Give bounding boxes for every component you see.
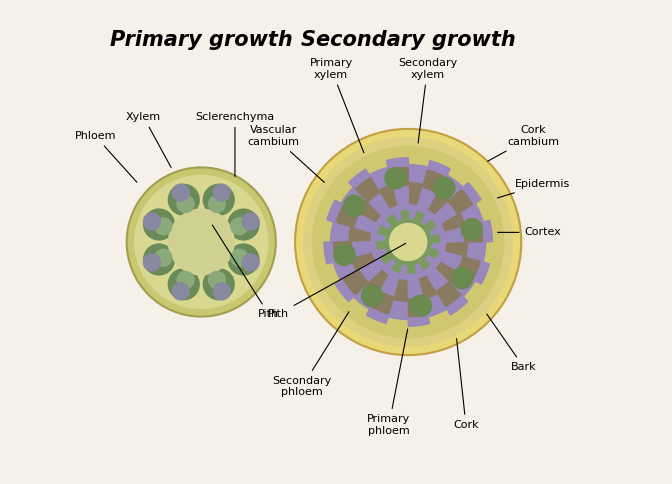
Circle shape <box>155 249 172 266</box>
Circle shape <box>213 283 230 300</box>
Circle shape <box>303 137 513 347</box>
Circle shape <box>411 295 431 317</box>
Circle shape <box>461 219 482 240</box>
Text: Cork
cambium: Cork cambium <box>488 125 559 161</box>
Circle shape <box>230 218 248 235</box>
Circle shape <box>208 196 225 212</box>
Circle shape <box>208 272 225 288</box>
Circle shape <box>155 218 172 235</box>
Circle shape <box>172 184 190 201</box>
Polygon shape <box>353 187 464 297</box>
Text: Phloem: Phloem <box>75 131 137 182</box>
Circle shape <box>172 283 190 300</box>
Circle shape <box>242 213 259 230</box>
Polygon shape <box>324 158 493 326</box>
Text: Secondary
xylem: Secondary xylem <box>398 58 457 143</box>
Circle shape <box>168 209 235 275</box>
Circle shape <box>143 254 161 271</box>
Circle shape <box>230 249 248 266</box>
Circle shape <box>433 178 455 198</box>
Circle shape <box>334 244 355 265</box>
Polygon shape <box>377 211 439 273</box>
Text: Cortex: Cortex <box>497 227 561 237</box>
Text: Xylem: Xylem <box>126 112 171 167</box>
Circle shape <box>177 196 194 212</box>
Text: Pith: Pith <box>267 243 406 319</box>
Circle shape <box>312 146 505 338</box>
Circle shape <box>242 254 259 271</box>
Circle shape <box>144 209 175 240</box>
Text: Primary growth: Primary growth <box>110 30 292 50</box>
Text: Sclerenchyma: Sclerenchyma <box>196 112 275 177</box>
Circle shape <box>389 223 427 261</box>
Circle shape <box>362 286 382 306</box>
Text: Secondary
phloem: Secondary phloem <box>273 312 349 397</box>
Text: Cork: Cork <box>453 339 478 430</box>
Text: Primary
phloem: Primary phloem <box>368 329 411 436</box>
Circle shape <box>143 213 161 230</box>
Circle shape <box>204 184 234 215</box>
Circle shape <box>228 244 259 275</box>
Circle shape <box>169 184 199 215</box>
Text: Bark: Bark <box>487 314 536 372</box>
Circle shape <box>343 196 365 216</box>
Polygon shape <box>333 167 482 317</box>
Circle shape <box>452 268 473 288</box>
Circle shape <box>134 175 268 309</box>
Text: Epidermis: Epidermis <box>497 179 571 198</box>
Text: Pith: Pith <box>212 225 279 319</box>
Circle shape <box>228 209 259 240</box>
Circle shape <box>385 167 406 189</box>
Circle shape <box>295 129 521 355</box>
Circle shape <box>213 184 230 201</box>
Circle shape <box>177 272 194 288</box>
Text: Secondary growth: Secondary growth <box>301 30 515 50</box>
Circle shape <box>169 269 199 300</box>
Circle shape <box>126 167 276 317</box>
Circle shape <box>204 269 234 300</box>
Circle shape <box>144 244 175 275</box>
Text: Primary
xylem: Primary xylem <box>310 58 364 153</box>
Text: Vascular
cambium: Vascular cambium <box>247 125 325 182</box>
